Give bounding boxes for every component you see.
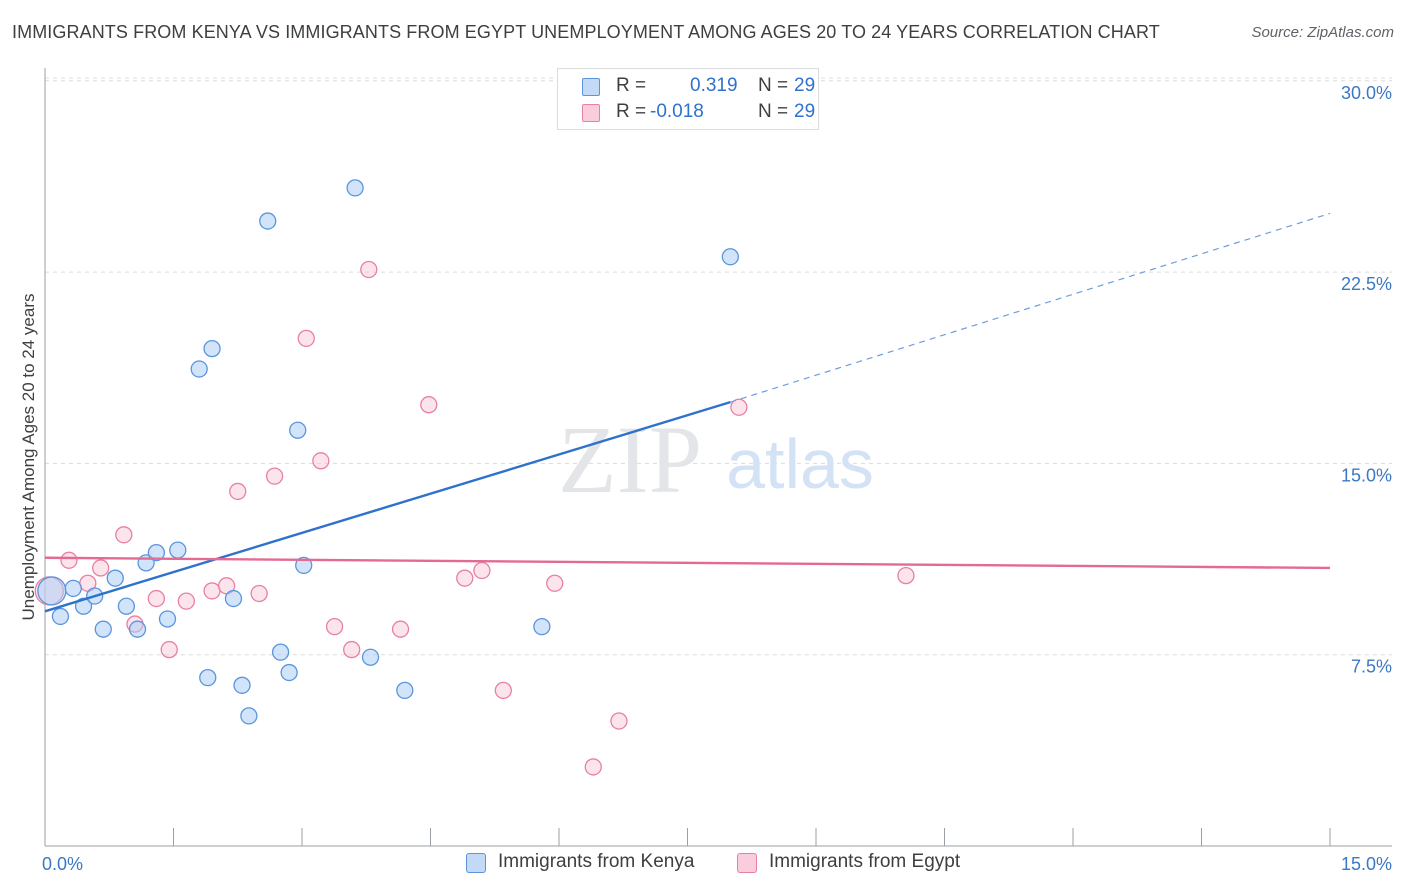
egypt-point: [360, 260, 378, 279]
kenya-point: [361, 648, 380, 666]
legend-r-value: 0.319: [690, 75, 738, 96]
legend-r-label: R =: [616, 101, 647, 122]
x-ticks: [173, 828, 1331, 846]
egypt-point: [494, 681, 512, 700]
source-attribution: Source: ZipAtlas.com: [1251, 24, 1394, 41]
legend-n-label: N =: [758, 101, 789, 122]
egypt-point: [177, 592, 196, 610]
kenya-point: [74, 597, 93, 615]
egypt-point: [160, 640, 178, 659]
egypt-points: [34, 260, 915, 776]
kenya-points: [37, 179, 739, 725]
kenya-point: [37, 576, 67, 606]
kenya-point: [106, 569, 124, 587]
kenya-point: [169, 541, 187, 559]
kenya-point: [94, 620, 112, 638]
x-tick-label-max: 15.0%: [1341, 854, 1392, 874]
x-tick-label-min: 0.0%: [42, 854, 83, 874]
kenya-point: [147, 544, 166, 562]
legend-n-label: N =: [758, 75, 789, 96]
egypt-point: [610, 712, 628, 730]
egypt-point: [203, 582, 221, 600]
kenya-point: [64, 579, 82, 598]
egypt-point: [391, 620, 410, 638]
legend-swatch-egypt: [737, 853, 757, 873]
kenya-point: [233, 676, 251, 694]
kenya-point: [224, 589, 243, 608]
legend-n-value: 29: [794, 75, 816, 96]
legend-swatch-egypt: [582, 104, 600, 122]
egypt-point: [584, 758, 602, 776]
egypt-point: [343, 640, 361, 659]
kenya-point: [271, 643, 290, 661]
kenya-point: [199, 668, 217, 687]
kenya-point: [158, 610, 177, 628]
egypt-point: [250, 584, 268, 603]
watermark-zip: ZIP: [558, 406, 702, 513]
kenya-point: [203, 339, 221, 358]
axes: [44, 68, 1392, 847]
legend-r-value: -0.018: [650, 101, 704, 122]
grid-lines: [45, 77, 1392, 656]
y-axis-label: Unemployment Among Ages 20 to 24 years: [19, 294, 38, 621]
kenya-point: [295, 556, 313, 575]
egypt-point: [265, 467, 284, 485]
kenya-point: [280, 663, 298, 682]
kenya-point: [289, 421, 307, 439]
y-tick-label: 15.0%: [1341, 465, 1392, 485]
egypt-point: [325, 617, 344, 636]
egypt-trend-line: [44, 556, 1331, 570]
series-legend: Immigrants from Kenya Immigrants from Eg…: [0, 848, 1406, 878]
egypt-point: [546, 574, 564, 592]
legend-n-value: 29: [794, 101, 816, 122]
y-tick-label: 22.5%: [1341, 274, 1392, 294]
y-tick-labels: 7.5% 15.0% 22.5% 30.0%: [1341, 83, 1392, 677]
y-tick-label: 30.0%: [1341, 83, 1392, 103]
kenya-point: [190, 360, 208, 378]
legend-label-kenya: Immigrants from Kenya: [498, 851, 695, 872]
egypt-point: [473, 561, 491, 580]
egypt-point: [92, 559, 110, 577]
egypt-point: [312, 452, 330, 470]
egypt-point: [229, 482, 247, 501]
legend-swatch-kenya: [466, 853, 486, 873]
legend-label-egypt: Immigrants from Egypt: [769, 851, 961, 872]
egypt-point: [297, 329, 315, 348]
egypt-point: [420, 396, 438, 414]
legend-r-label: R =: [616, 75, 647, 96]
kenya-point: [721, 248, 739, 266]
watermark-atlas: atlas: [726, 425, 874, 503]
egypt-point: [730, 398, 748, 416]
kenya-point: [396, 681, 414, 700]
kenya-trend-line: [44, 401, 731, 613]
kenya-point: [346, 179, 364, 197]
egypt-point: [147, 589, 166, 608]
correlation-legend: R = 0.319 N = 29 R = -0.018 N = 29: [557, 68, 819, 130]
egypt-point: [115, 526, 133, 544]
chart-title: IMMIGRANTS FROM KENYA VS IMMIGRANTS FROM…: [12, 22, 1160, 42]
trend-lines: [44, 212, 1331, 613]
egypt-point: [897, 566, 915, 585]
y-tick-label: 7.5%: [1351, 657, 1392, 677]
egypt-point: [60, 551, 78, 569]
kenya-point: [259, 212, 277, 230]
kenya-trend-extension: [730, 212, 1331, 403]
kenya-point: [51, 607, 70, 626]
kenya-point: [533, 617, 551, 636]
kenya-point: [128, 620, 147, 638]
kenya-point: [117, 597, 136, 615]
egypt-point: [456, 569, 474, 587]
legend-swatch-kenya: [582, 78, 600, 96]
kenya-point: [240, 707, 258, 725]
